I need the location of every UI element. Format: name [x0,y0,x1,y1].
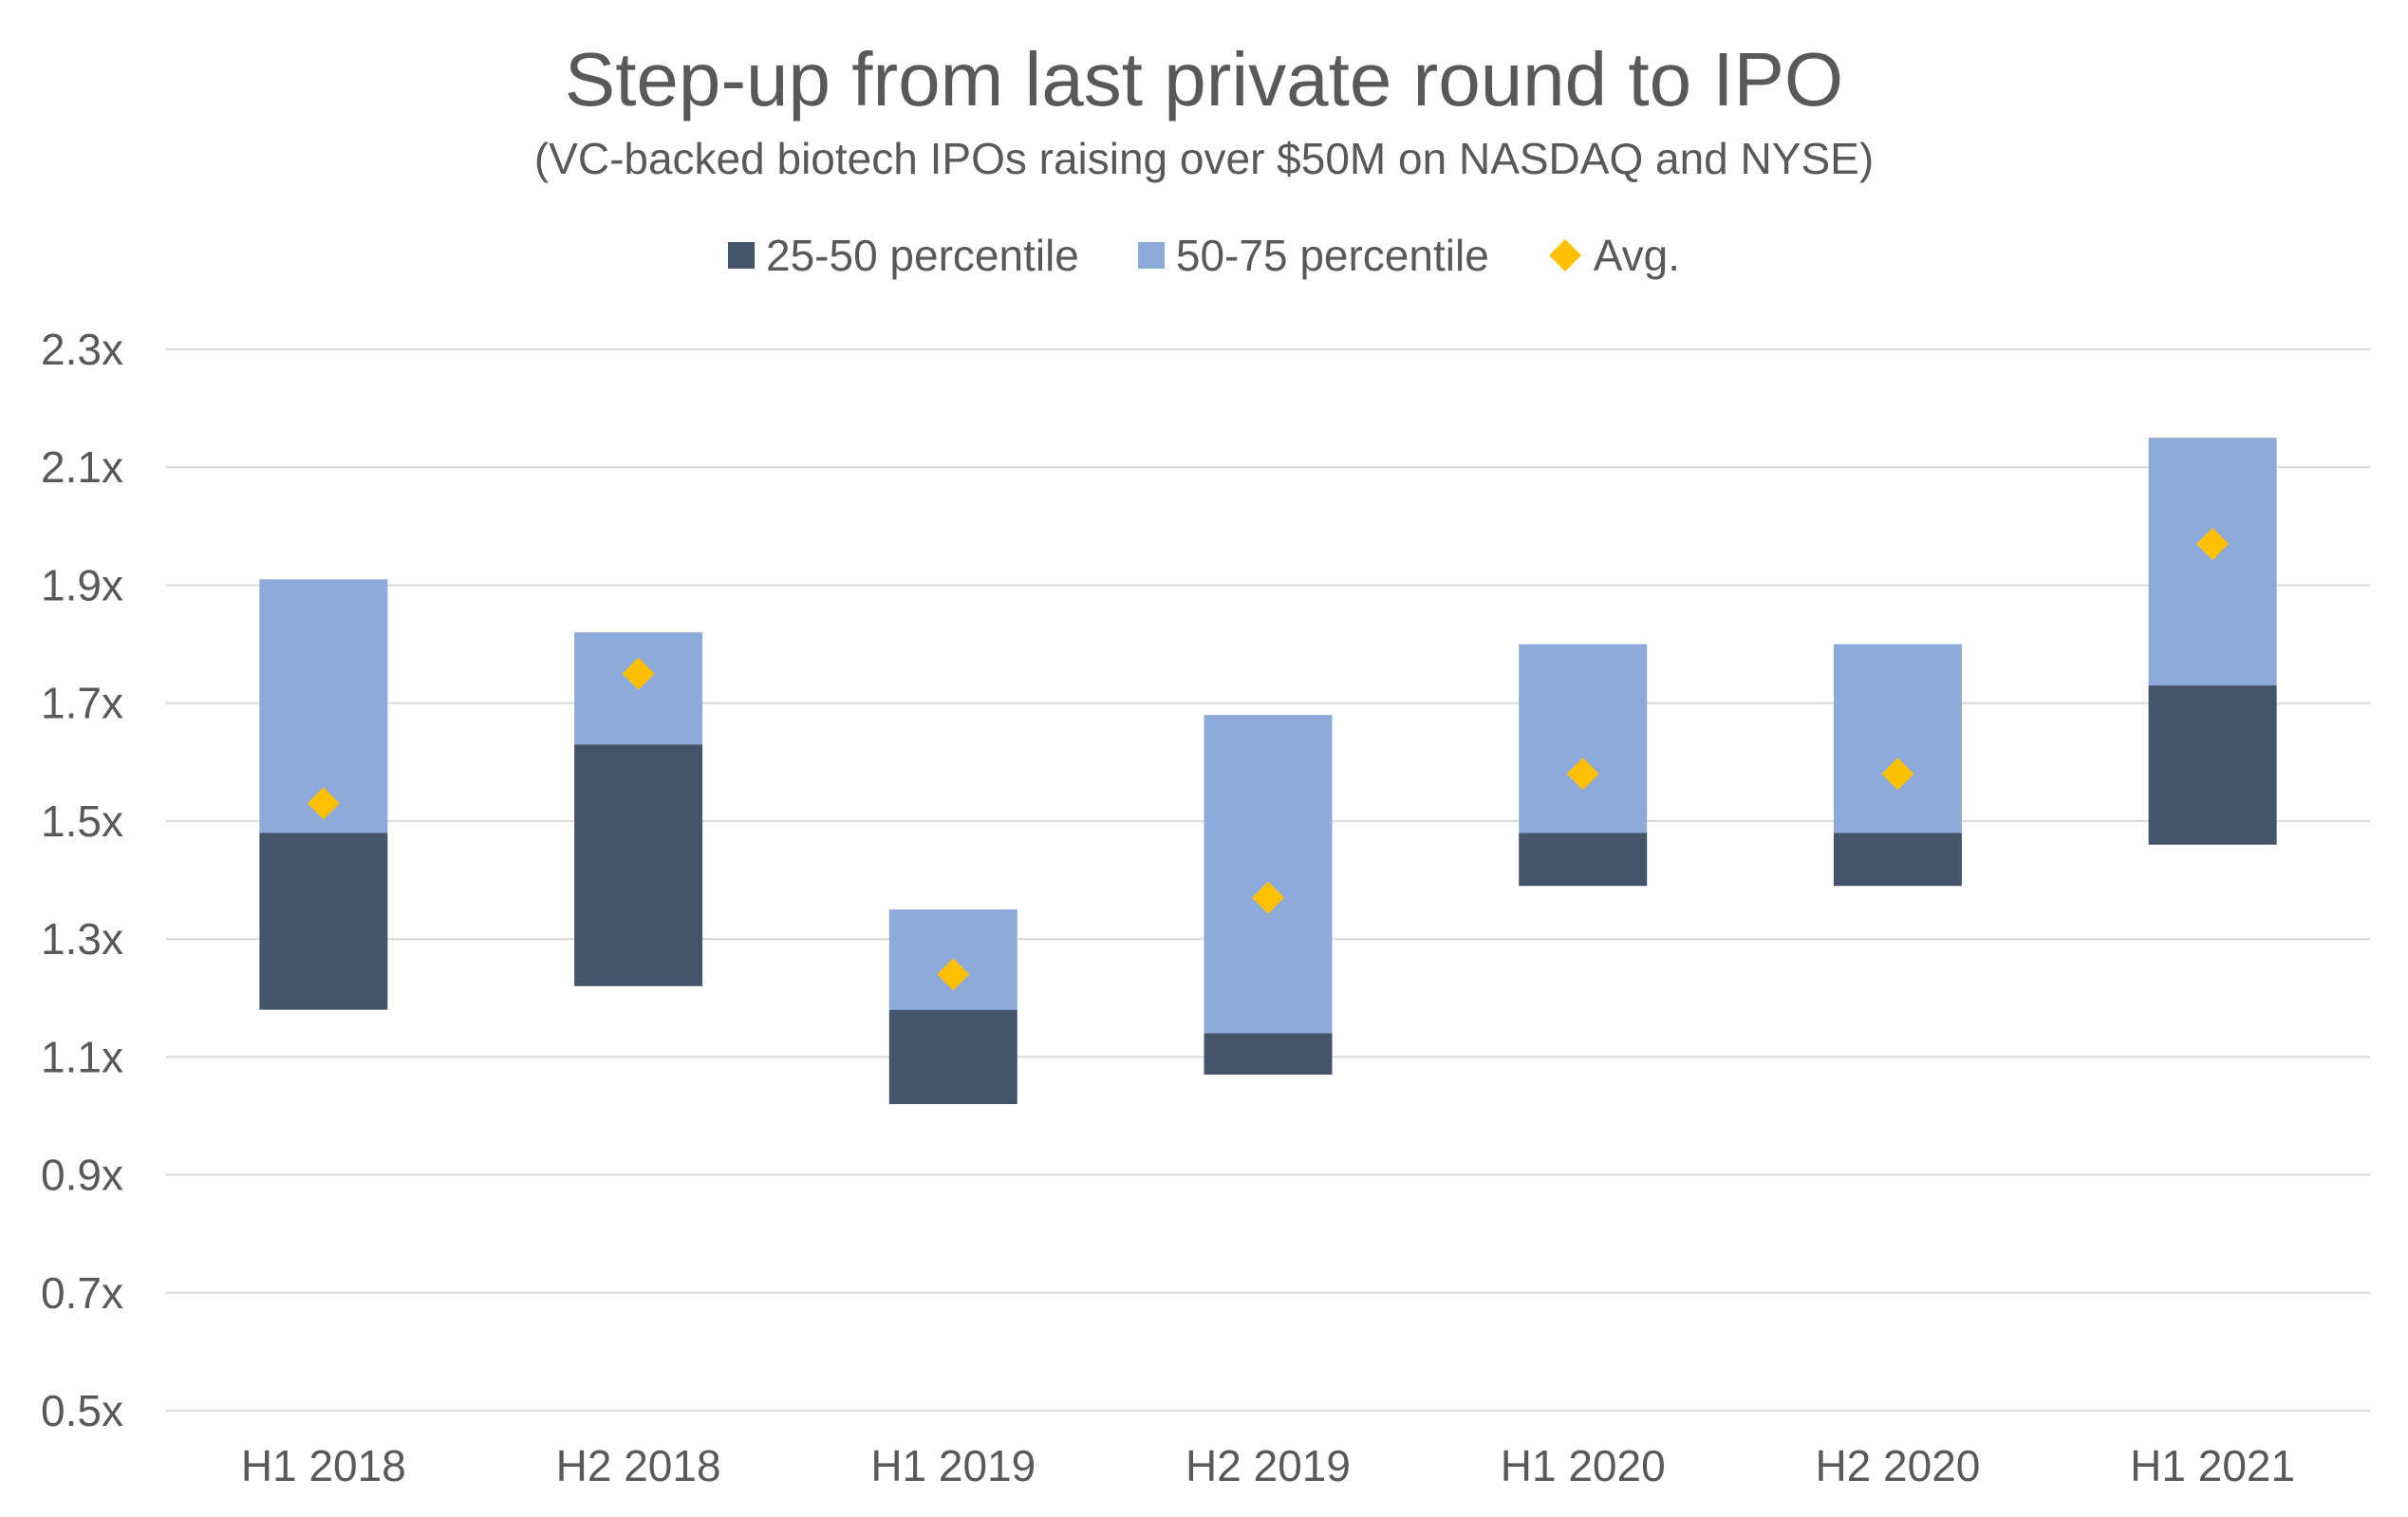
avg-marker [622,657,655,690]
bar-25-50-percentile [259,833,388,1010]
legend-label-avg: Avg. [1593,231,1680,280]
x-tick-label: H2 2018 [556,1441,721,1490]
y-tick-label: 1.7x [41,679,123,728]
bar-25-50-percentile [1519,833,1648,887]
avg-marker [2196,527,2230,560]
y-tick-label: 0.5x [41,1386,123,1435]
bar-50-75-percentile [2148,438,2277,686]
bar-25-50-percentile [574,744,703,986]
y-tick-label: 1.5x [41,796,123,846]
avg-marker [1252,881,1284,914]
legend-item-avg: Avg. [1548,230,1680,281]
y-tick-label: 2.3x [41,325,123,374]
x-tick-label: H1 2020 [1501,1441,1666,1490]
bar-25-50-percentile [2148,685,2277,845]
bar-25-50-percentile [1833,833,1962,887]
bar-50-75-percentile [1519,644,1648,833]
y-tick-label: 2.1x [41,442,123,492]
bar-25-50-percentile [1204,1033,1333,1075]
avg-marker [1566,758,1599,791]
y-tick-label: 0.9x [41,1151,123,1200]
bar-50-75-percentile [1204,715,1333,1034]
avg-marker [1881,758,1914,791]
y-tick-label: 1.9x [41,560,123,609]
avg-marker [937,958,970,991]
x-tick-label: H1 2019 [870,1441,1036,1490]
bar-25-50-percentile [888,1009,1017,1105]
legend-label-50-75: 50-75 percentile [1175,231,1489,280]
chart-title: Step-up from last private round to IPO [564,37,1844,122]
y-tick-label: 0.7x [41,1268,123,1318]
legend-swatch-50-75 [1137,242,1165,269]
legend-item-50-75: 50-75 percentile [1137,230,1489,281]
legend-item-25-50: 25-50 percentile [728,230,1079,281]
y-tick-label: 1.1x [41,1032,123,1081]
legend-label-25-50: 25-50 percentile [766,231,1079,280]
x-tick-label: H1 2018 [241,1441,406,1490]
chart-subtitle: (VC-backed biotech IPOs raising over $50… [533,134,1875,183]
bar-50-75-percentile [1833,644,1962,833]
legend: 25-50 percentile 50-75 percentile Avg. [0,230,2408,281]
legend-swatch-25-50 [728,242,755,269]
y-tick-label: 1.3x [41,914,123,964]
x-tick-label: H2 2020 [1815,1441,1980,1490]
avg-marker [307,787,340,820]
x-tick-label: H2 2019 [1185,1441,1351,1490]
x-tick-label: H1 2021 [2130,1441,2295,1490]
